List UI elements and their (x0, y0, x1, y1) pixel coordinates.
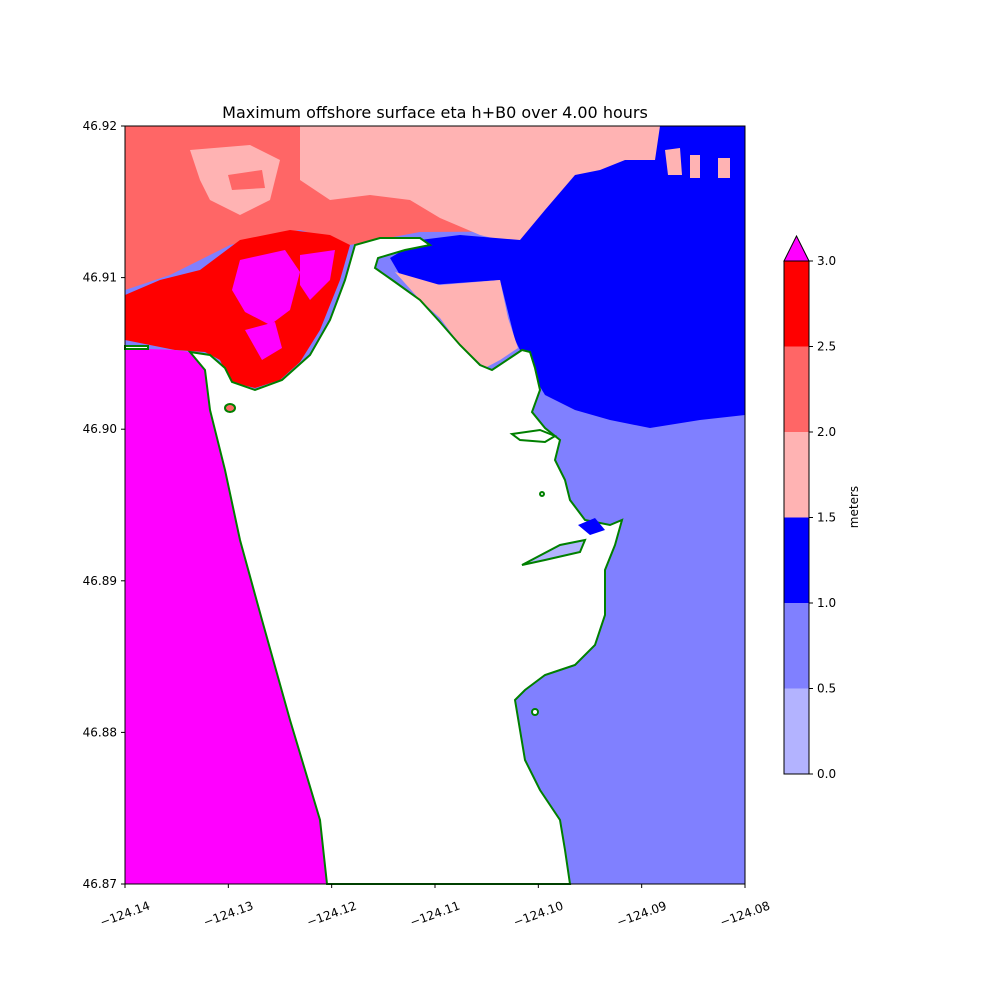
y-tick-label: 46.89 (83, 574, 117, 588)
x-tick-label: −124.08 (718, 899, 772, 930)
x-tick-label: −124.10 (511, 899, 565, 930)
land-mass (187, 237, 624, 885)
region-1.0-1.5-upper-right (390, 126, 745, 428)
colorbar-tick-label: 0.5 (817, 682, 836, 696)
x-axis: −124.14 −124.13 −124.12 −124.11 −124.10 −124.… (98, 884, 772, 929)
y-axis: 46.92 46.91 46.90 46.89 46.88 46.87 (83, 119, 125, 891)
colorbar-tick-label: 0.0 (817, 767, 836, 781)
y-tick-label: 46.90 (83, 422, 117, 436)
y-tick-label: 46.91 (83, 271, 117, 285)
colorbar-bin (784, 517, 809, 603)
y-tick-label: 46.92 (83, 119, 117, 133)
island-7 (124, 345, 149, 350)
colorbar-extend-triangle (783, 234, 810, 262)
chart-title: Maximum offshore surface eta h+B0 over 4… (222, 103, 648, 122)
colorbar-label: meters (847, 486, 861, 528)
y-tick-label: 46.88 (83, 725, 117, 739)
y-tick-label: 46.87 (83, 877, 117, 891)
colorbar: 0.0 0.5 1.0 1.5 2.0 2.5 3.0 meters (783, 234, 861, 781)
colorbar-bin (784, 346, 809, 432)
region-1.5-2.0-inlet (395, 272, 518, 368)
colorbar-tick-label: 2.5 (817, 340, 836, 354)
colorbar-tick-label: 1.5 (817, 511, 836, 525)
region-max-patch-2 (300, 250, 335, 300)
island-1 (509, 428, 558, 444)
x-tick-label: −124.09 (615, 899, 669, 930)
colorbar-bin (784, 261, 809, 347)
x-tick-label: −124.14 (98, 899, 152, 930)
island-4 (531, 708, 539, 716)
x-tick-label: −124.13 (201, 899, 255, 930)
region-max-patch-1 (232, 250, 300, 325)
colorbar-tick-label: 3.0 (817, 254, 836, 268)
colorbar-bin (784, 603, 809, 689)
island-5 (539, 491, 545, 497)
x-tick-label: −124.12 (305, 899, 359, 930)
colorbar-tick-label: 1.0 (817, 596, 836, 610)
island-6 (578, 518, 605, 535)
island-3 (224, 403, 236, 413)
region-1.5-2.0-peaks (665, 148, 730, 178)
map-plot (124, 125, 746, 885)
island-2 (521, 538, 587, 566)
region-1.5-2.0-upper (300, 126, 660, 245)
colorbar-tick-label: 2.0 (817, 425, 836, 439)
region-max-west-coast (125, 348, 327, 884)
x-tick-label: −124.11 (408, 899, 462, 930)
region-2.0-2.5-patch (228, 170, 265, 190)
region-max-patch-3 (245, 322, 282, 360)
colorbar-bin (784, 688, 809, 774)
colorbar-bin (784, 432, 809, 518)
